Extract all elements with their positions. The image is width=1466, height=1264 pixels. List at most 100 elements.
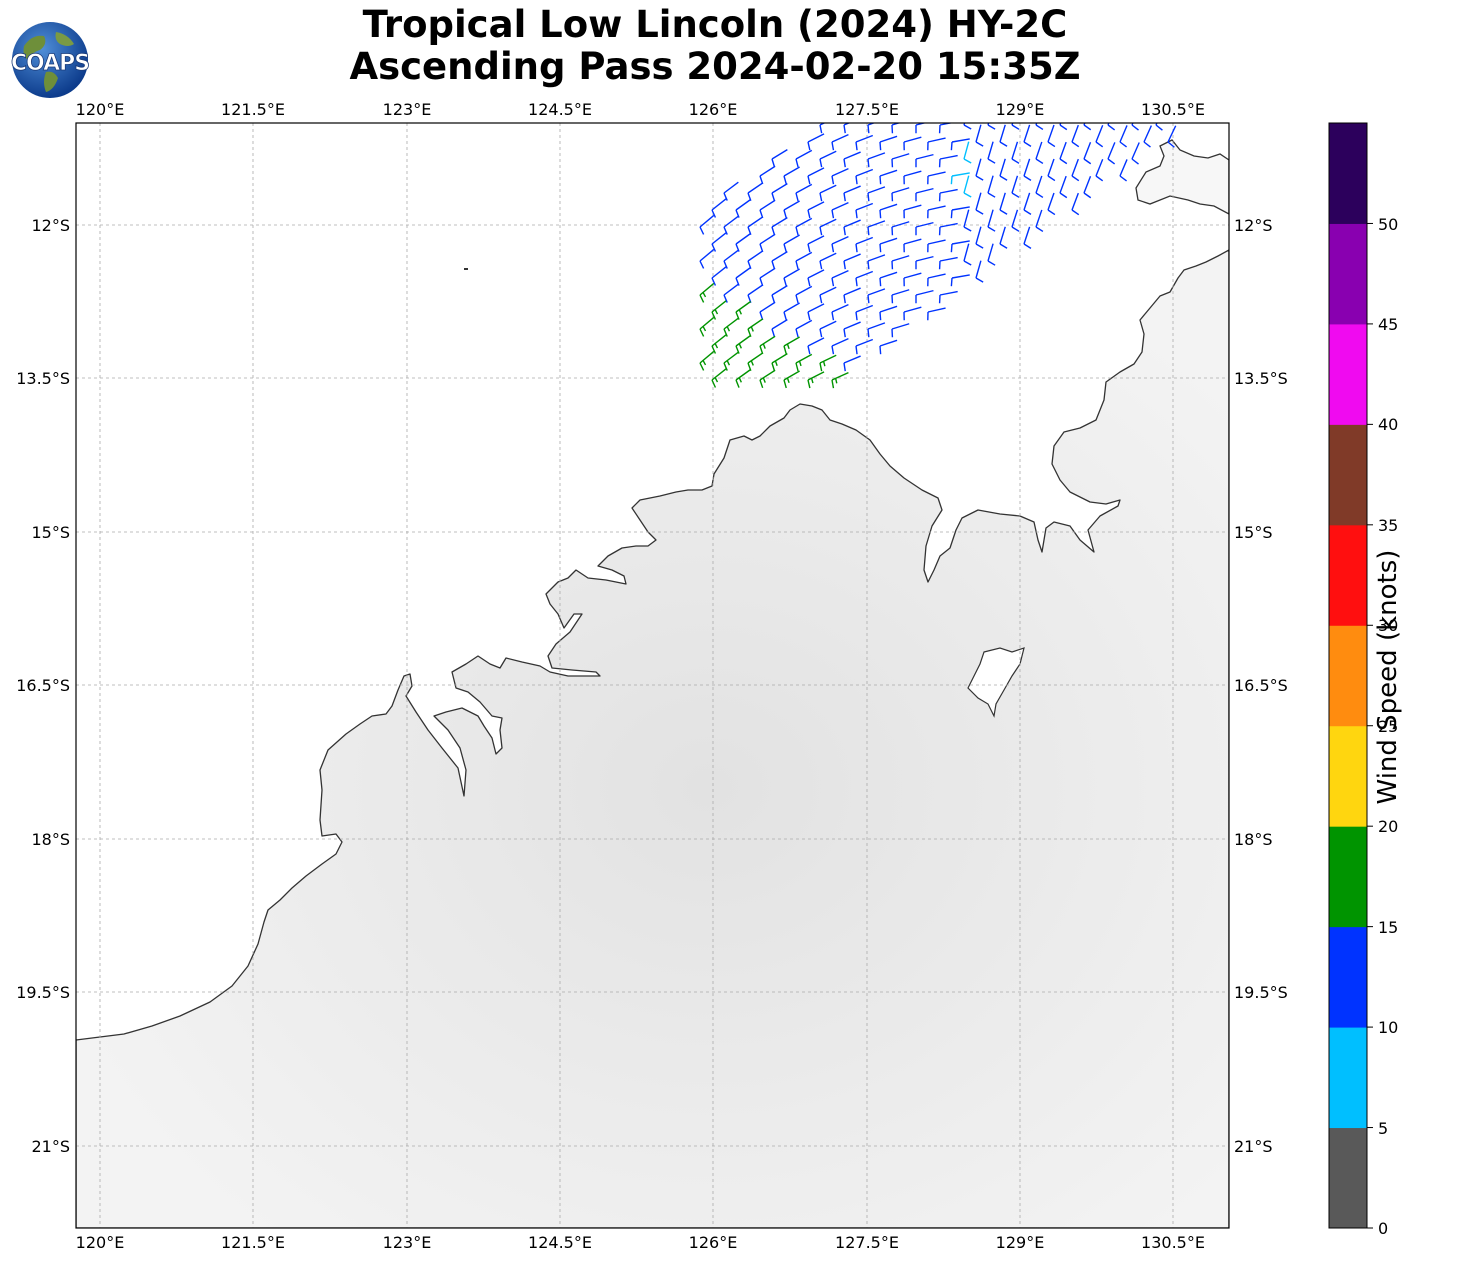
wind-barb bbox=[1155, 123, 1165, 131]
wind-barb bbox=[915, 255, 934, 270]
lat-label-right: 19.5°S bbox=[1234, 983, 1288, 1002]
colorbar-tick-label: 40 bbox=[1378, 415, 1398, 434]
colorbar-tick-label: 15 bbox=[1378, 918, 1398, 937]
colorbar-tick-label: 20 bbox=[1378, 817, 1398, 836]
lon-label-bottom: 120°E bbox=[76, 1233, 125, 1252]
land-island-north bbox=[1135, 139, 1229, 215]
lon-label-bottom: 127.5°E bbox=[835, 1233, 899, 1252]
wind-barb bbox=[987, 209, 996, 232]
wind-barb bbox=[1131, 123, 1140, 131]
wind-barb bbox=[1107, 123, 1116, 131]
wind-barb bbox=[831, 201, 849, 219]
wind-barb bbox=[855, 168, 874, 185]
wind-barb bbox=[783, 336, 800, 355]
wind-barb bbox=[699, 316, 715, 337]
wind-barb bbox=[831, 337, 849, 355]
wind-barb bbox=[795, 319, 813, 338]
colorbar-tick-label: 50 bbox=[1378, 215, 1398, 234]
wind-barb bbox=[879, 169, 898, 185]
wind-barb bbox=[975, 226, 984, 249]
wind-barb bbox=[735, 368, 752, 388]
wind-barb bbox=[903, 136, 922, 151]
lat-label-left: 15°S bbox=[31, 523, 70, 542]
wind-barb bbox=[915, 123, 934, 134]
wind-barb bbox=[771, 183, 788, 202]
wind-barb bbox=[1035, 141, 1044, 165]
lon-label-top: 130.5°E bbox=[1141, 100, 1205, 119]
colorbar-bin bbox=[1329, 926, 1367, 1028]
wind-barb bbox=[783, 200, 800, 219]
wind-barb bbox=[831, 303, 849, 321]
wind-barb bbox=[938, 188, 958, 202]
wind-barb bbox=[1071, 192, 1080, 216]
colorbar-tick-label: 0 bbox=[1378, 1219, 1388, 1238]
wind-barb bbox=[819, 150, 837, 168]
wind-barb bbox=[711, 300, 727, 320]
wind-barb bbox=[843, 219, 861, 236]
wind-barb bbox=[711, 334, 727, 354]
wind-barb bbox=[807, 303, 825, 321]
wind-barb bbox=[771, 319, 788, 338]
wind-barb bbox=[807, 133, 825, 151]
colorbar-frame bbox=[1328, 122, 1368, 1229]
wind-barb bbox=[915, 153, 934, 168]
wind-barb bbox=[711, 266, 727, 286]
colorbar-bin bbox=[1329, 1127, 1367, 1229]
wind-barb bbox=[975, 260, 984, 283]
colorbar-bin bbox=[1329, 826, 1367, 928]
wind-barb bbox=[903, 306, 922, 321]
wind-barb bbox=[1023, 192, 1032, 215]
wind-barb bbox=[831, 167, 849, 185]
wind-barb bbox=[807, 167, 825, 185]
globe-logo-icon: COAPS bbox=[10, 22, 90, 98]
lon-label-bottom: 129°E bbox=[996, 1233, 1045, 1252]
wind-barb bbox=[1071, 124, 1080, 148]
inland-lake bbox=[967, 647, 1025, 718]
wind-barb bbox=[927, 171, 946, 185]
wind-barb bbox=[711, 198, 727, 218]
title-line-2: Ascending Pass 2024-02-20 15:35Z bbox=[349, 45, 1081, 88]
wind-barb bbox=[699, 214, 715, 235]
wind-barb bbox=[963, 141, 972, 164]
wind-barb bbox=[879, 271, 898, 287]
lat-label-left: 12°S bbox=[31, 216, 70, 235]
wind-barb bbox=[903, 204, 922, 219]
lat-label-left: 18°S bbox=[31, 830, 70, 849]
wind-barb bbox=[1107, 142, 1116, 165]
lat-label-right: 18°S bbox=[1234, 830, 1273, 849]
colorbar-bin bbox=[1329, 725, 1367, 827]
lon-label-bottom: 123°E bbox=[383, 1233, 432, 1252]
wind-barb bbox=[903, 238, 922, 253]
colorbar-bin bbox=[1329, 524, 1367, 626]
wind-barb bbox=[795, 183, 813, 202]
land-mainland bbox=[76, 249, 1229, 1228]
wind-barb bbox=[771, 149, 788, 168]
wind-barb bbox=[771, 353, 788, 372]
wind-barb bbox=[950, 206, 970, 219]
lon-labels-bottom: 120°E 121.5°E 123°E 124.5°E 126°E 127.5°… bbox=[76, 1233, 1205, 1252]
lat-label-right: 13.5°S bbox=[1234, 369, 1288, 388]
wind-barb bbox=[891, 289, 910, 304]
wind-barb bbox=[807, 201, 825, 219]
lat-label-left: 21°S bbox=[31, 1137, 70, 1156]
lon-label-top: 127.5°E bbox=[835, 100, 899, 119]
map-frame bbox=[75, 122, 1230, 1229]
wind-barb bbox=[1023, 124, 1032, 147]
wind-barb bbox=[819, 184, 837, 202]
wind-barb bbox=[783, 302, 800, 321]
wind-barb bbox=[723, 215, 739, 235]
wind-barb bbox=[950, 172, 970, 185]
wind-barb bbox=[807, 371, 825, 389]
wind-barb bbox=[975, 192, 984, 215]
wind-barb bbox=[819, 320, 837, 338]
wind-barb bbox=[855, 134, 874, 151]
wind-barb bbox=[1011, 209, 1020, 232]
wind-barb bbox=[795, 149, 813, 168]
wind-barb bbox=[783, 370, 800, 389]
wind-barb bbox=[831, 371, 849, 389]
wind-barb bbox=[819, 354, 837, 372]
wind-barb bbox=[999, 124, 1008, 147]
wind-barb bbox=[855, 236, 874, 253]
colorbar-bin bbox=[1329, 424, 1367, 526]
colorbar bbox=[1329, 123, 1373, 1229]
